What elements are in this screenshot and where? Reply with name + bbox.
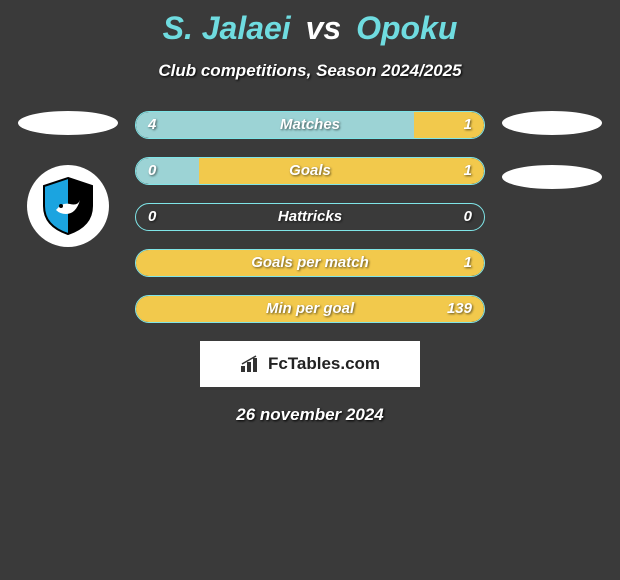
vs-label: vs [306,10,342,46]
right-ellipse-2 [502,165,602,189]
logo-text: FcTables.com [268,354,380,374]
page-title: S. Jalaei vs Opoku [0,0,620,47]
comparison-bars: 41Matches 01Goals 00Hattricks 1Goals per ma… [135,111,485,323]
bars-icon [240,355,262,373]
bar-label: Goals per match [136,250,484,276]
bar-row: 1Goals per match [135,249,485,277]
bar-row: 139Min per goal [135,295,485,323]
right-column [502,111,602,219]
date-label: 26 november 2024 [0,405,620,425]
player1-name: S. Jalaei [163,10,291,46]
left-ellipse-1 [18,111,118,135]
bar-label: Min per goal [136,296,484,322]
right-ellipse-1 [502,111,602,135]
bar-row: 01Goals [135,157,485,185]
bar-label: Goals [136,158,484,184]
bar-label: Hattricks [136,204,484,230]
bar-row: 00Hattricks [135,203,485,231]
subtitle: Club competitions, Season 2024/2025 [0,61,620,81]
comparison-content: 41Matches 01Goals 00Hattricks 1Goals per ma… [0,111,620,425]
left-column [18,111,118,247]
bar-label: Matches [136,112,484,138]
bar-row: 41Matches [135,111,485,139]
fctables-logo: FcTables.com [200,341,420,387]
left-team-badge [27,165,109,247]
shield-icon [36,174,100,238]
player2-name: Opoku [356,10,457,46]
